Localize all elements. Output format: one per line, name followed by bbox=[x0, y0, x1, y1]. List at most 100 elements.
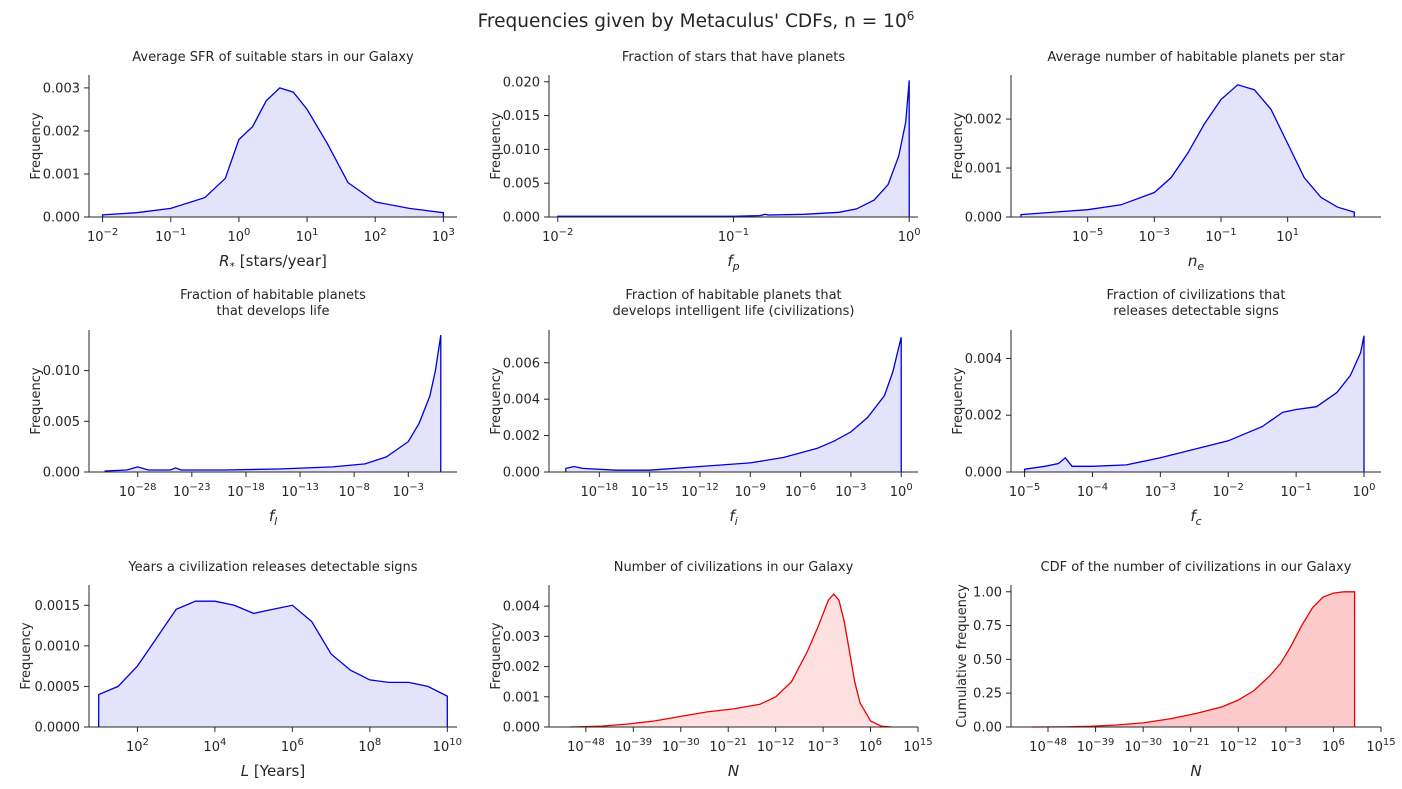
x-tick-label: 10−3 bbox=[393, 482, 424, 500]
x-tick-label: 10−30 bbox=[662, 737, 700, 755]
x-tick-label: 10−21 bbox=[709, 737, 747, 755]
series-area bbox=[105, 335, 441, 472]
y-tick-label: 0.50 bbox=[973, 653, 1002, 668]
chart-panel-7: 0.0000 0.0005 0.0010 0.0015 102 104 106 108 1010… bbox=[19, 560, 462, 780]
panel-title: Years a civilization releases detectable… bbox=[127, 560, 417, 575]
y-tick-label: 0.004 bbox=[503, 600, 540, 615]
chart-panel-8: 0.000 0.001 0.002 0.003 0.004 10−48 10−39 10−30… bbox=[489, 560, 933, 780]
y-axis-label: Frequency bbox=[951, 112, 966, 179]
x-tick-label: 10−18 bbox=[227, 482, 265, 500]
panel-title: Average SFR of suitable stars in our Gal… bbox=[132, 50, 414, 65]
series-line bbox=[101, 87, 445, 218]
x-axis-label: R* [stars/year] bbox=[219, 252, 327, 273]
x-tick-label: 10−4 bbox=[1077, 482, 1108, 500]
chart-panel-2: 0.000 0.005 0.010 0.015 0.020 10−2 10−1 100 Frac… bbox=[489, 50, 921, 273]
x-tick-label: 10−3 bbox=[1139, 227, 1170, 245]
x-axis-label: fc bbox=[1190, 507, 1201, 528]
panel-title: Fraction of habitable planets that bbox=[625, 288, 841, 303]
panel-title: CDF of the number of civilizations in ou… bbox=[1041, 560, 1352, 575]
x-tick-label: 10−2 bbox=[1213, 482, 1244, 500]
x-tick-label: 10−3 bbox=[835, 482, 866, 500]
series-area bbox=[1032, 591, 1355, 727]
x-tick-label: 100 bbox=[890, 482, 913, 500]
y-tick-label: 1.00 bbox=[973, 585, 1002, 600]
x-tick-label: 10−21 bbox=[1172, 737, 1210, 755]
y-axis-label: Frequency bbox=[951, 367, 966, 434]
x-tick-label: 10−8 bbox=[339, 482, 370, 500]
chart-panel-4: 0.000 0.005 0.010 10−28 10−23 10−18 10−13 10−8 1… bbox=[29, 288, 457, 528]
y-tick-label: 0.75 bbox=[973, 619, 1002, 634]
panel-title: Average number of habitable planets per … bbox=[1047, 50, 1345, 65]
x-tick-label: 10−48 bbox=[1029, 737, 1067, 755]
chart-panel-6: 0.000 0.002 0.004 10−5 10−4 10−3 10−2 10−1 100 Fr… bbox=[951, 288, 1381, 528]
x-tick-label: 10−1 bbox=[718, 227, 749, 245]
y-tick-label: 0.004 bbox=[503, 393, 540, 408]
x-tick-label: 101 bbox=[1276, 227, 1299, 245]
series-area bbox=[1021, 84, 1355, 217]
panel-title: Fraction of civilizations that bbox=[1107, 288, 1286, 303]
y-tick-label: 0.001 bbox=[43, 167, 80, 182]
y-tick-label: 0.010 bbox=[43, 364, 80, 379]
y-tick-label: 0.006 bbox=[503, 356, 540, 371]
y-tick-label: 0.0015 bbox=[35, 599, 81, 614]
y-tick-label: 0.25 bbox=[973, 687, 1002, 702]
y-tick-label: 0.000 bbox=[503, 211, 540, 226]
panel-title: releases detectable signs bbox=[1113, 304, 1279, 319]
x-tick-label: 10−2 bbox=[542, 227, 573, 245]
panel-title: Fraction of stars that have planets bbox=[622, 50, 845, 65]
panel-title: Number of civilizations in our Galaxy bbox=[614, 560, 854, 575]
x-tick-label: 106 bbox=[859, 737, 882, 755]
y-tick-label: 0.005 bbox=[503, 177, 540, 192]
y-tick-label: 0.0000 bbox=[35, 721, 81, 736]
y-tick-label: 0.0010 bbox=[35, 639, 81, 654]
x-tick-label: 10−13 bbox=[281, 482, 319, 500]
y-axis-label: Cumulative frequency bbox=[955, 584, 970, 728]
series-line bbox=[570, 593, 892, 728]
x-tick-label: 10−15 bbox=[631, 482, 669, 500]
y-axis-label: Frequency bbox=[29, 112, 44, 179]
x-tick-label: 1015 bbox=[903, 737, 932, 755]
y-axis-label: Frequency bbox=[489, 622, 504, 689]
x-tick-label: 10−12 bbox=[1219, 737, 1257, 755]
y-tick-label: 0.002 bbox=[965, 113, 1002, 128]
x-axis-label: N bbox=[1190, 762, 1201, 780]
x-tick-label: 10−1 bbox=[1280, 482, 1311, 500]
y-tick-label: 0.015 bbox=[503, 109, 540, 124]
y-tick-label: 0.001 bbox=[503, 690, 540, 705]
y-tick-label: 0.020 bbox=[503, 75, 540, 90]
x-tick-label: 10−12 bbox=[681, 482, 719, 500]
chart-panel-3: 0.000 0.001 0.002 10−5 10−3 10−1 101 Average nu… bbox=[951, 50, 1381, 273]
y-tick-label: 0.003 bbox=[503, 630, 540, 645]
x-tick-label: 10−9 bbox=[735, 482, 766, 500]
x-tick-label: 10−39 bbox=[1077, 737, 1115, 755]
x-tick-label: 10−6 bbox=[785, 482, 816, 500]
series-line bbox=[1020, 84, 1355, 218]
y-tick-label: 0.000 bbox=[43, 211, 80, 226]
y-tick-label: 0.002 bbox=[965, 409, 1002, 424]
series-line bbox=[565, 337, 902, 473]
x-axis-label: N bbox=[728, 762, 739, 780]
y-tick-label: 0.002 bbox=[43, 124, 80, 139]
x-tick-label: 10−1 bbox=[155, 227, 186, 245]
y-tick-label: 0.0005 bbox=[35, 680, 81, 695]
x-tick-label: 106 bbox=[1322, 737, 1345, 755]
x-tick-label: 10−39 bbox=[615, 737, 653, 755]
y-tick-label: 0.003 bbox=[43, 81, 80, 96]
y-tick-label: 0.002 bbox=[503, 660, 540, 675]
series-area bbox=[1024, 335, 1365, 472]
x-tick-label: 1010 bbox=[433, 737, 462, 755]
series-line bbox=[1023, 335, 1365, 473]
series-line bbox=[104, 335, 442, 473]
x-tick-label: 10−3 bbox=[1270, 737, 1301, 755]
x-tick-label: 10−48 bbox=[567, 737, 605, 755]
x-axis-label: fp bbox=[727, 252, 739, 273]
y-axis-label: Frequency bbox=[29, 367, 44, 434]
chart-panel-9: 0.00 0.25 0.50 0.75 1.00 10−48 10−39 10−30 10−21… bbox=[955, 560, 1396, 780]
x-tick-label: 100 bbox=[898, 227, 921, 245]
x-tick-label: 10−30 bbox=[1124, 737, 1162, 755]
x-tick-label: 100 bbox=[227, 227, 250, 245]
x-tick-label: 102 bbox=[126, 737, 149, 755]
y-tick-label: 0.000 bbox=[503, 721, 540, 736]
series-line bbox=[557, 80, 910, 218]
